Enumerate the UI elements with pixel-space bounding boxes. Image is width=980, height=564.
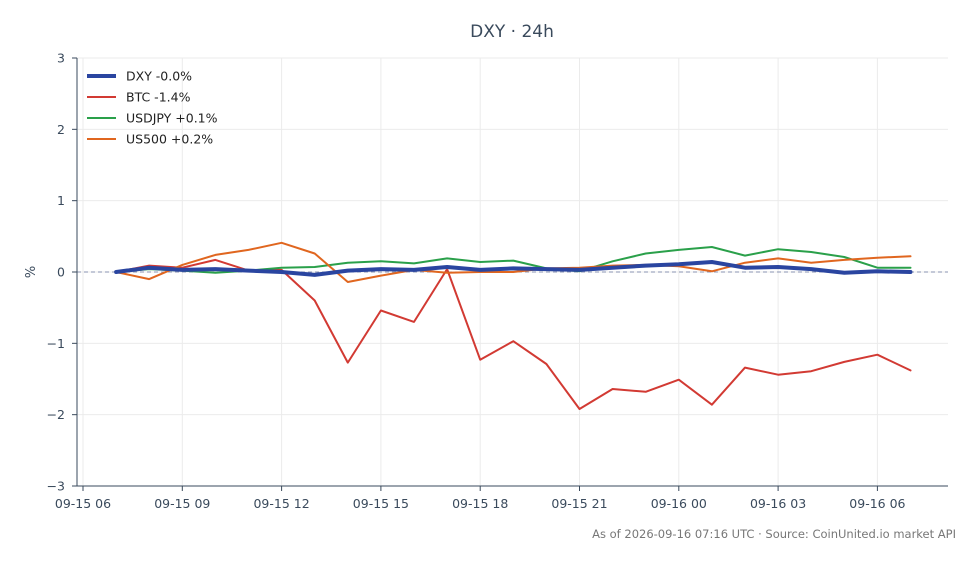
series-line-btc	[115, 258, 912, 410]
series-lines	[114, 241, 913, 410]
series-line-dxy	[114, 260, 913, 277]
x-tick-label: 09-16 06	[849, 496, 905, 511]
x-tick-label: 09-16 00	[651, 496, 707, 511]
x-axis-ticks: 09-15 06 09-15 09 09-15 12 09-15 15 09-15 18…	[55, 486, 906, 511]
x-tick-label: 09-15 18	[452, 496, 508, 511]
y-axis-label: %	[24, 266, 39, 278]
y-tick-label: 1	[57, 193, 65, 208]
x-tick-label: 09-15 21	[551, 496, 607, 511]
x-tick-label: 09-15 06	[55, 496, 111, 511]
y-tick-label: 2	[57, 122, 65, 137]
x-tick-label: 09-15 12	[253, 496, 309, 511]
x-tick-label: 09-15 09	[154, 496, 210, 511]
y-tick-label: 3	[57, 51, 65, 66]
legend: DXY -0.0% BTC -1.4% USDJPY +0.1% US500 +0.2…	[87, 69, 218, 147]
x-tick-label: 09-16 03	[750, 496, 806, 511]
source-footnote: As of 2026-09-16 07:16 UTC · Source: Coi…	[592, 527, 956, 541]
legend-label: US500 +0.2%	[126, 132, 213, 147]
y-tick-label: −3	[47, 479, 65, 494]
legend-label: USDJPY +0.1%	[126, 111, 218, 126]
chart-title: DXY · 24h	[470, 22, 554, 42]
y-tick-label: −2	[47, 407, 65, 422]
series-line-us500	[115, 241, 912, 283]
y-tick-label: 0	[57, 265, 65, 280]
x-tick-label: 09-15 15	[353, 496, 409, 511]
legend-label: BTC -1.4%	[126, 90, 191, 105]
y-tick-label: −1	[47, 336, 65, 351]
y-axis-ticks: 3 2 1 0 −1 −2 −3	[47, 51, 77, 494]
legend-label: DXY -0.0%	[126, 69, 192, 84]
